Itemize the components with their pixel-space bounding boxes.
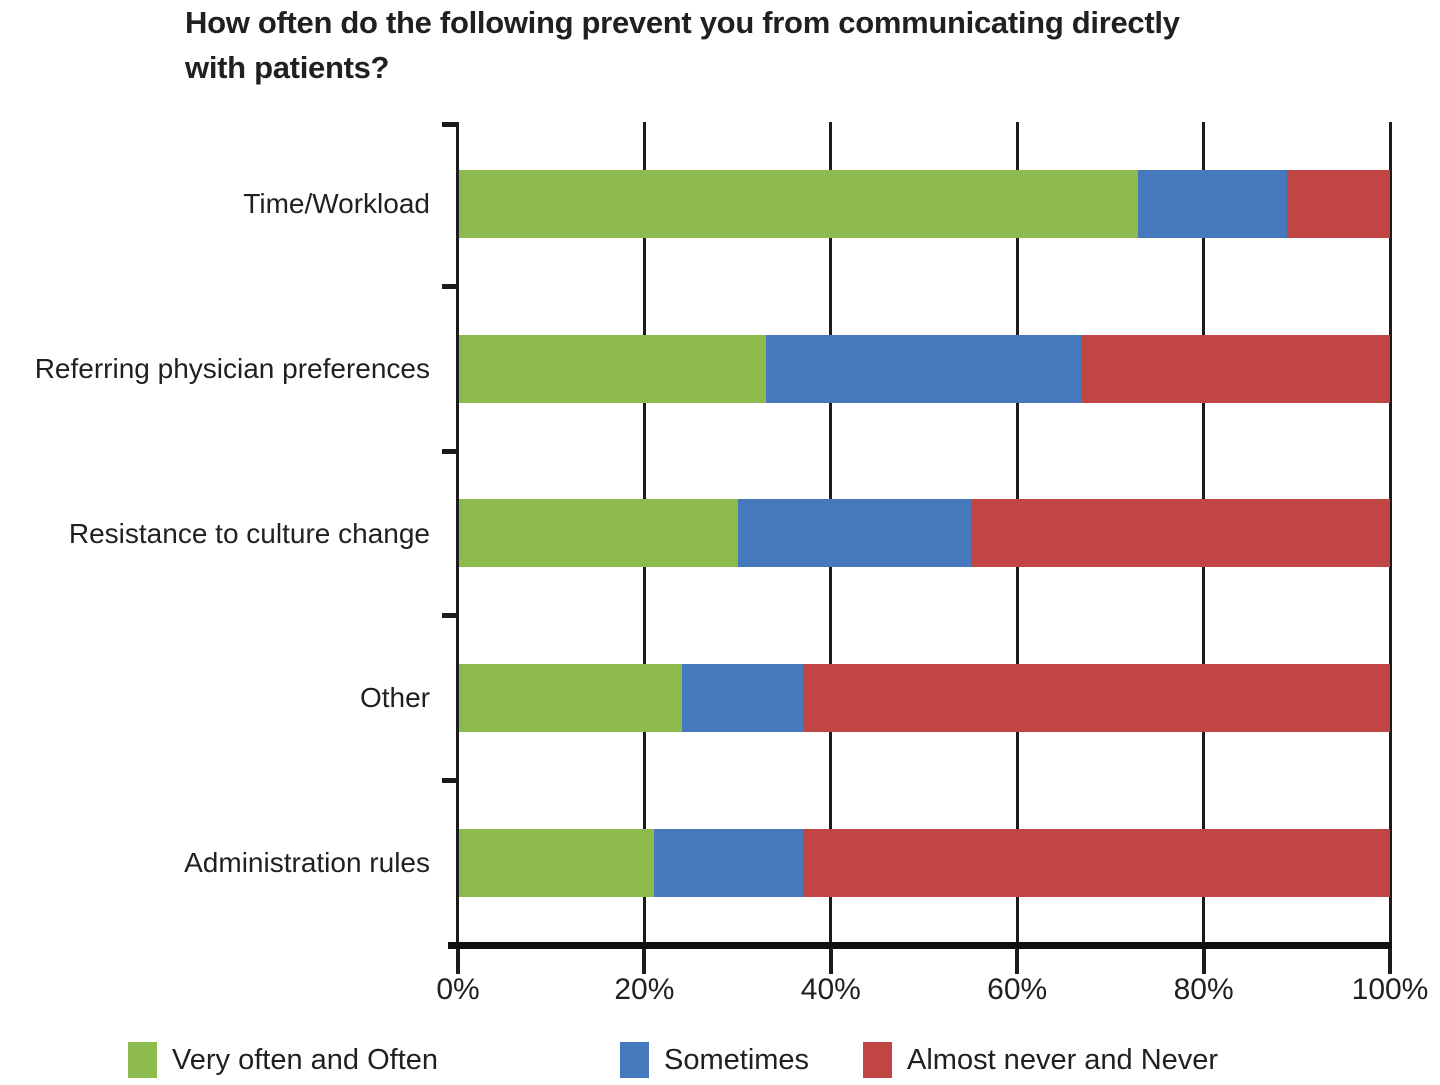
bar-row	[458, 780, 1390, 945]
x-axis-tick	[456, 948, 460, 974]
plot-area	[442, 122, 1392, 974]
bar-segment-sometimes	[1138, 170, 1288, 239]
category-label: Administration rules	[184, 846, 430, 878]
legend-label: Almost never and Never	[907, 1044, 1219, 1076]
bar-segment-almost-never-and-never	[970, 499, 1390, 568]
y-axis-line	[456, 122, 459, 945]
x-axis-tick-labels: 0% 20% 40% 60% 80% 100%	[436, 973, 1428, 1013]
bar-segment-very-often-and-often	[458, 664, 682, 733]
bar-segment-very-often-and-often	[458, 334, 766, 403]
legend-swatch	[620, 1042, 649, 1078]
bar-segment-sometimes	[653, 828, 803, 897]
legend: Very often and Often Sometimes Almost neve…	[0, 1042, 1440, 1085]
x-axis-tick-label: 60%	[987, 973, 1048, 1006]
stacked-bar	[458, 664, 1390, 733]
legend-item: Sometimes	[620, 1042, 809, 1078]
category-label: Resistance to culture change	[68, 517, 430, 549]
legend-swatch	[128, 1042, 157, 1078]
legend-label: Sometimes	[664, 1044, 810, 1076]
bar-segment-very-often-and-often	[458, 828, 654, 897]
x-axis-tick	[1201, 948, 1206, 974]
bar-segment-almost-never-and-never	[802, 828, 1390, 897]
stacked-bar	[458, 828, 1390, 897]
x-axis-tick-label: 100%	[1351, 973, 1429, 1006]
bar-segment-very-often-and-often	[458, 170, 1139, 239]
bar-row	[458, 122, 1390, 287]
bar-rows	[458, 122, 1390, 945]
x-axis-line	[448, 942, 1392, 949]
bar-row	[458, 451, 1390, 616]
x-axis-tick	[642, 948, 647, 974]
category-label: Other	[359, 682, 430, 714]
legend-item: Almost never and Never	[863, 1042, 1218, 1078]
y-axis-tick	[442, 777, 458, 783]
bar-segment-sometimes	[737, 499, 971, 568]
x-axis-tick	[1015, 948, 1020, 974]
bar-segment-very-often-and-often	[458, 499, 738, 568]
x-axis-tick	[828, 948, 833, 974]
x-axis-tick-label: 80%	[1173, 973, 1234, 1006]
category-label: Time/Workload	[243, 188, 430, 220]
legend-swatch	[863, 1042, 892, 1078]
category-label: Referring physician preferences	[34, 352, 430, 384]
bar-segment-almost-never-and-never	[802, 664, 1390, 733]
y-axis-tick	[442, 284, 458, 290]
bar-segment-sometimes	[681, 664, 803, 733]
y-axis-tick	[442, 448, 458, 454]
x-axis-tick-label: 40%	[800, 973, 861, 1006]
stacked-bar	[458, 499, 1390, 568]
stacked-bar	[458, 170, 1390, 239]
bar-row	[458, 287, 1390, 452]
gridline-100	[1388, 122, 1392, 945]
bar-segment-sometimes	[765, 334, 1083, 403]
y-axis-tick	[442, 122, 458, 127]
x-axis-tick-label: 20%	[614, 973, 675, 1006]
legend-item: Very often and Often	[128, 1042, 438, 1078]
category-axis-labels: Time/Workload Referring physician prefere…	[0, 122, 430, 945]
legend-label: Very often and Often	[172, 1044, 439, 1076]
bar-segment-almost-never-and-never	[1082, 334, 1390, 403]
x-axis-tick	[1388, 948, 1392, 974]
stacked-bar	[458, 334, 1390, 403]
bar-segment-almost-never-and-never	[1287, 170, 1390, 239]
chart-title: How often do the following prevent you f…	[185, 5, 1180, 85]
bar-row	[458, 616, 1390, 781]
y-axis-tick	[442, 613, 458, 619]
x-axis-tick-label: 0%	[436, 973, 480, 1006]
